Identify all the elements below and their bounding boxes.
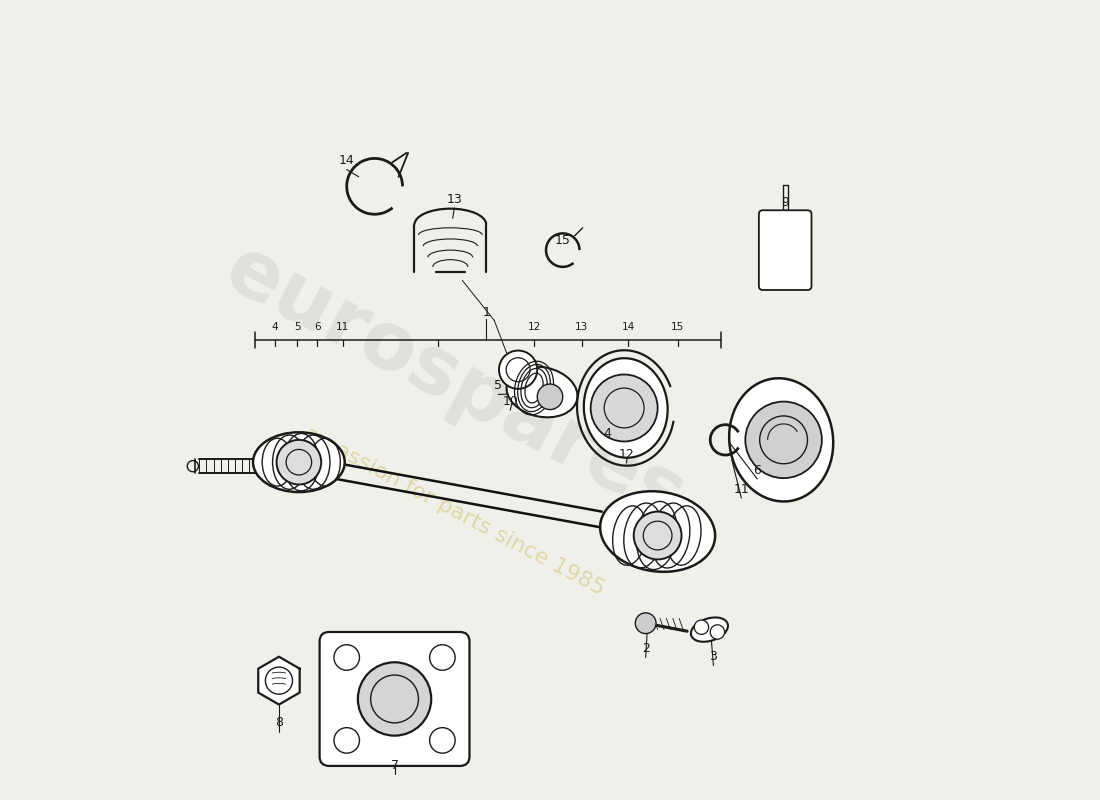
Ellipse shape [253,432,344,492]
Text: 15: 15 [671,322,684,332]
Text: 9: 9 [781,196,789,209]
Ellipse shape [691,618,728,642]
Ellipse shape [729,378,833,502]
Text: 14: 14 [339,154,354,167]
Circle shape [634,512,682,559]
Ellipse shape [584,358,668,458]
Ellipse shape [507,366,578,418]
Circle shape [636,613,656,634]
Circle shape [358,662,431,736]
Circle shape [334,645,360,670]
Text: 6: 6 [754,464,761,477]
Text: 10: 10 [503,395,518,408]
Text: 14: 14 [621,322,635,332]
Text: 15: 15 [554,234,571,247]
Circle shape [430,645,455,670]
Circle shape [430,728,455,753]
Circle shape [276,440,321,485]
FancyBboxPatch shape [320,632,470,766]
Text: a passion for parts since 1985: a passion for parts since 1985 [301,424,607,599]
Text: eurospares: eurospares [211,230,697,538]
Polygon shape [258,657,299,705]
Circle shape [334,728,360,753]
Text: 8: 8 [275,716,283,730]
Text: 12: 12 [527,322,541,332]
Text: 2: 2 [641,642,650,655]
Text: 6: 6 [314,322,320,332]
Ellipse shape [601,491,715,572]
Circle shape [537,384,563,410]
Text: 3: 3 [710,650,717,663]
Circle shape [746,402,822,478]
Text: 7: 7 [390,758,398,772]
Circle shape [711,625,725,639]
Circle shape [499,350,537,389]
Circle shape [591,374,658,442]
Text: 1: 1 [482,306,491,319]
Text: 11: 11 [337,322,350,332]
Text: 5: 5 [294,322,300,332]
Text: 11: 11 [734,482,749,496]
Circle shape [694,620,708,634]
Text: 13: 13 [447,193,462,206]
Text: 13: 13 [575,322,589,332]
Text: 5: 5 [494,379,503,392]
Text: 4: 4 [604,427,612,440]
FancyBboxPatch shape [759,210,812,290]
Text: 4: 4 [272,322,278,332]
Text: 12: 12 [618,448,635,461]
